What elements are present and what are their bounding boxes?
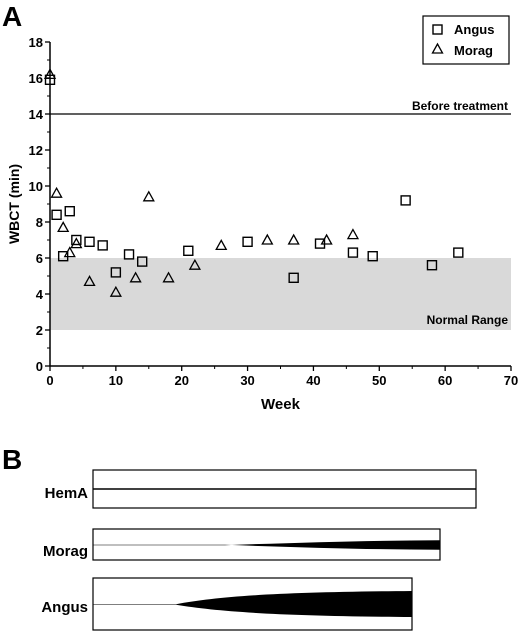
x-tick-label: 30 <box>240 373 254 388</box>
row-label-morag: Morag <box>43 543 88 560</box>
point-morag <box>320 233 333 245</box>
point-morag <box>215 239 228 251</box>
morag-expansion-shape <box>93 540 440 550</box>
point-angus <box>44 74 56 86</box>
point-angus <box>51 209 62 221</box>
y-tick-label: 4 <box>36 287 44 302</box>
row-label-angus: Angus <box>41 599 88 616</box>
point-angus <box>136 256 148 267</box>
point-morag <box>109 285 122 297</box>
before-treatment-label: Before treatment <box>412 99 508 113</box>
point-morag <box>43 68 57 80</box>
y-axis-label: WBCT (min) <box>6 164 22 244</box>
point-angus <box>183 245 194 257</box>
point-morag <box>287 233 300 245</box>
point-angus <box>123 249 135 260</box>
x-tick-label: 60 <box>438 373 452 388</box>
y-tick-label: 14 <box>29 107 44 122</box>
square-marker-icon <box>432 24 443 35</box>
x-axis-label: Week <box>261 396 301 413</box>
point-morag <box>142 190 155 202</box>
x-tick-label: 10 <box>109 373 123 388</box>
x-tick-label: 40 <box>306 373 320 388</box>
point-morag <box>188 258 201 270</box>
point-morag <box>70 237 83 249</box>
row-angus: Angus <box>41 577 413 631</box>
axes: 0 2 4 6 8 10 12 14 16 18 0 10 20 30 40 50 60 70 <box>29 35 519 388</box>
x-tick-label: 50 <box>372 373 386 388</box>
angus-expansion-shape <box>93 591 412 617</box>
point-morag <box>129 271 142 283</box>
row-morag: Morag <box>43 528 441 561</box>
y-tick-label: 18 <box>29 35 43 50</box>
data-points <box>43 68 464 297</box>
point-morag <box>261 233 274 245</box>
point-morag <box>162 271 175 283</box>
y-tick-label: 8 <box>36 215 43 230</box>
point-angus <box>400 195 411 206</box>
point-angus <box>64 205 75 217</box>
plot-a: Before treatment Normal Range 0 2 4 6 8 10 12 1… <box>6 35 518 413</box>
point-angus <box>426 260 438 271</box>
point-angus <box>242 236 253 248</box>
y-tick-label: 0 <box>36 359 43 374</box>
y-tick-label: 16 <box>29 71 43 86</box>
point-angus <box>71 234 82 246</box>
legend-box <box>422 15 510 65</box>
row-label-hema: HemA <box>45 485 89 502</box>
x-tick-label: 0 <box>46 373 53 388</box>
point-morag <box>57 221 70 233</box>
point-angus <box>84 236 95 248</box>
y-tick-label: 10 <box>29 179 43 194</box>
x-tick-label: 20 <box>174 373 188 388</box>
normal-range-label: Normal Range <box>427 313 509 327</box>
legend: Angus Morag <box>422 15 510 65</box>
point-angus <box>110 267 122 278</box>
point-angus <box>288 272 299 283</box>
point-angus <box>347 247 359 258</box>
legend-entry-morag: Morag <box>454 43 493 58</box>
point-angus <box>367 250 378 262</box>
point-morag <box>50 186 63 198</box>
y-tick-label: 2 <box>36 323 43 338</box>
legend-entry-angus: Angus <box>454 22 494 37</box>
y-tick-label: 6 <box>36 251 43 266</box>
point-morag <box>346 228 360 240</box>
row-hema: HemA <box>45 469 477 509</box>
point-angus <box>97 240 108 251</box>
panel-b-label: B <box>2 444 22 475</box>
point-morag <box>83 275 96 287</box>
x-tick-label: 70 <box>504 373 518 388</box>
panel-a-label: A <box>2 1 22 32</box>
y-tick-label: 12 <box>29 143 43 158</box>
triangle-marker-icon <box>431 42 444 54</box>
point-angus <box>453 247 464 258</box>
point-morag <box>63 246 76 258</box>
